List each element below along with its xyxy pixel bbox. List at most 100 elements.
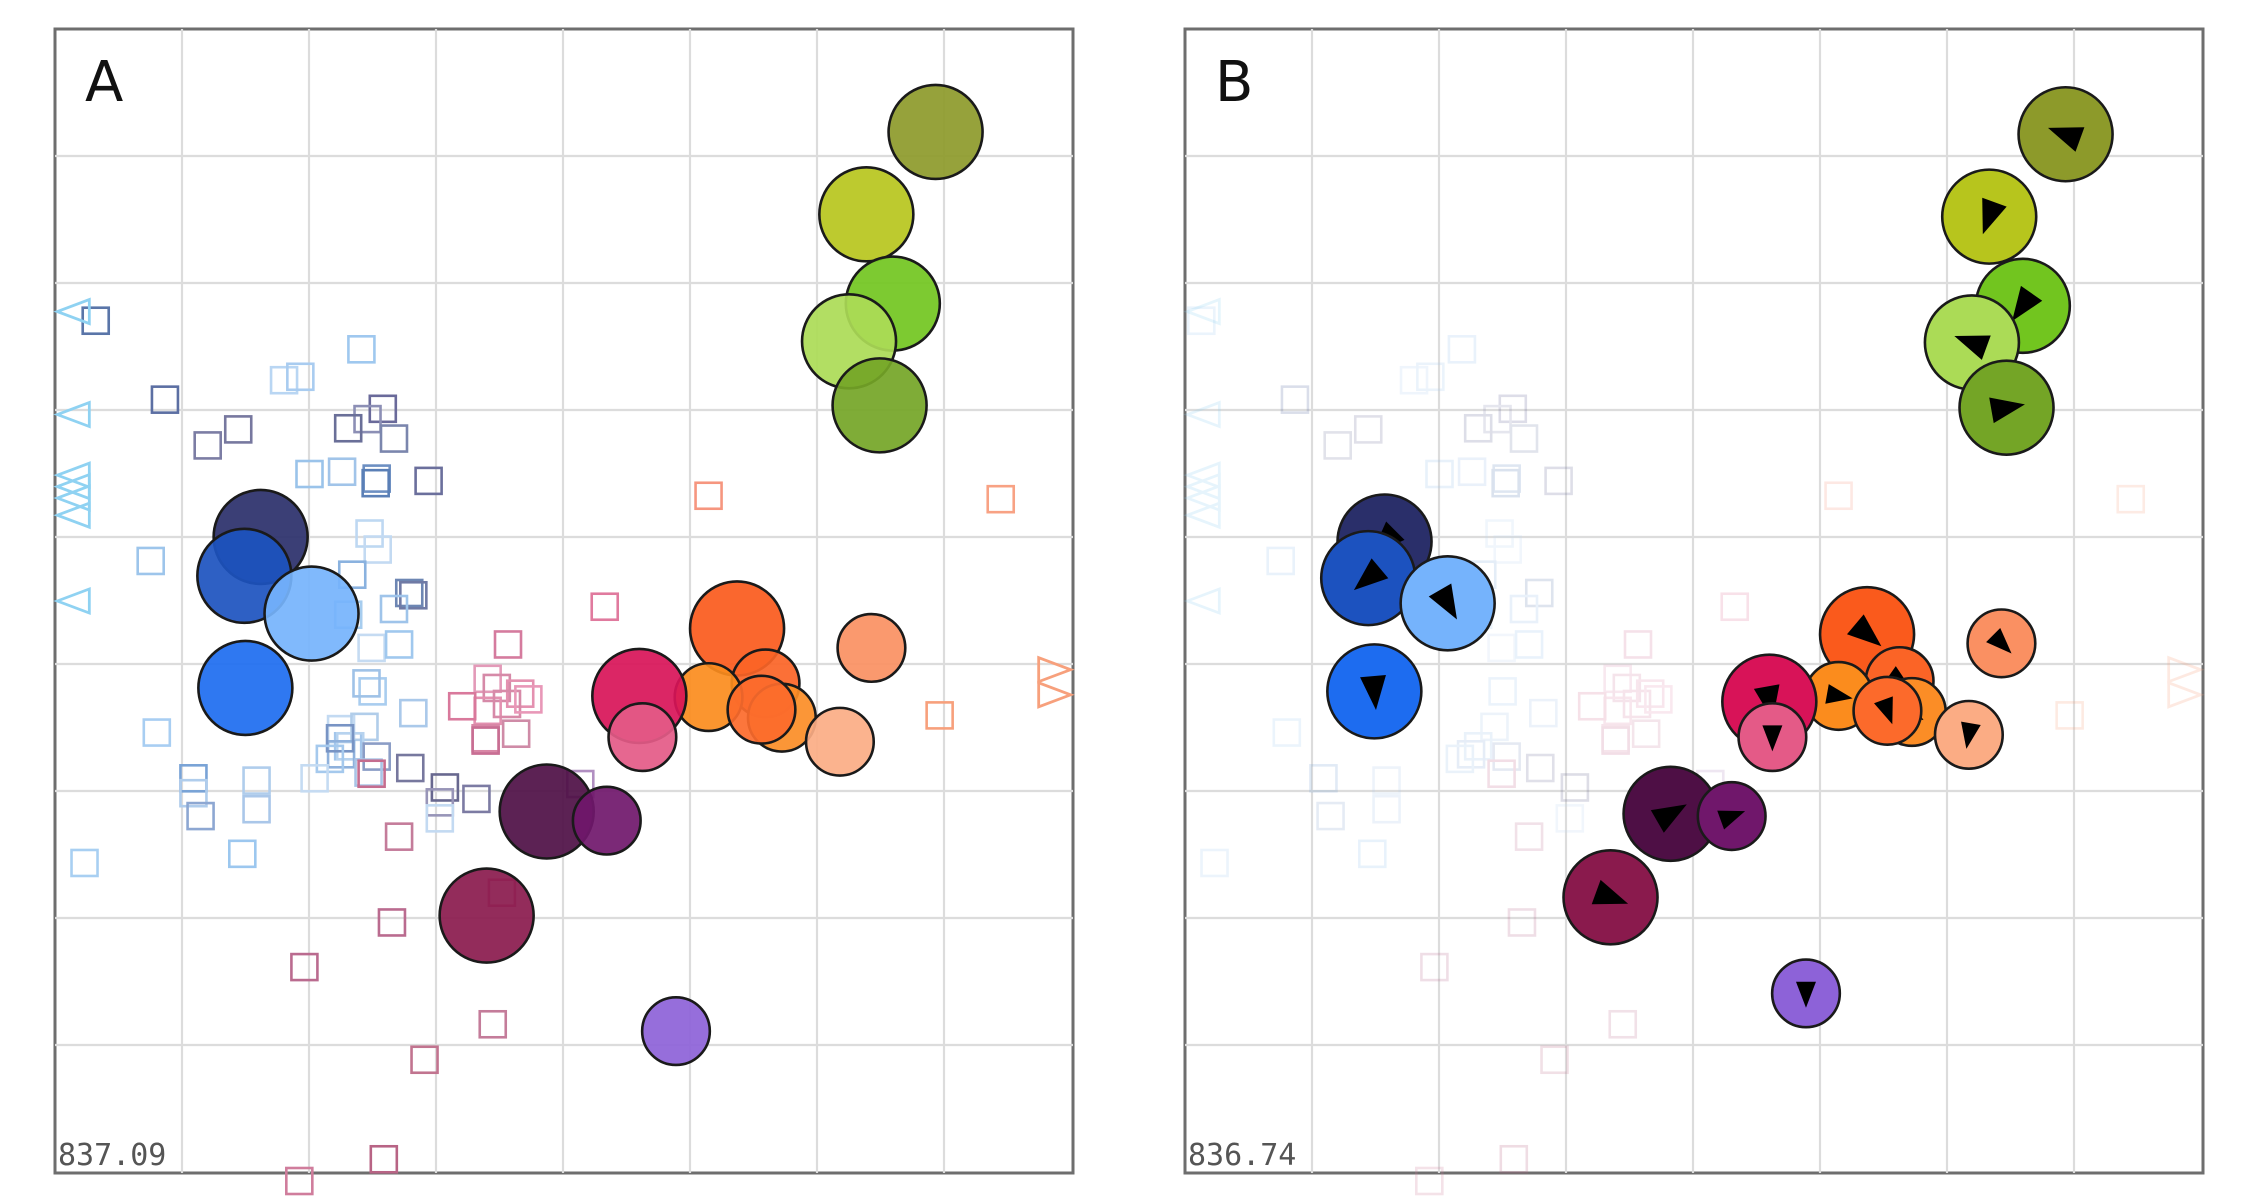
square-marker — [1635, 679, 1665, 708]
square-marker — [1425, 459, 1454, 489]
square-marker — [1824, 481, 1853, 511]
panel-a-grid — [55, 29, 1073, 1173]
direction-arrow-icon — [1591, 879, 1629, 905]
square-marker — [1608, 1009, 1638, 1039]
panel-a-letter: A — [85, 50, 123, 115]
square-marker — [1447, 335, 1477, 364]
square-marker — [1372, 766, 1401, 795]
node-circle — [263, 565, 360, 662]
square-marker — [290, 952, 319, 982]
triangle-marker — [53, 501, 91, 530]
square-marker — [1309, 764, 1338, 793]
direction-arrow-icon — [1650, 804, 1687, 833]
node-circle — [726, 674, 797, 745]
square-marker — [1372, 794, 1401, 824]
triangle-marker — [1183, 400, 1221, 429]
square-marker — [285, 1166, 314, 1196]
square-marker — [1485, 519, 1514, 548]
square-marker — [363, 535, 393, 564]
triangle-marker — [1183, 461, 1221, 490]
square-marker — [358, 677, 387, 706]
direction-arrow-icon — [2047, 127, 2085, 152]
square-marker — [1483, 404, 1512, 434]
square-marker — [327, 457, 357, 487]
square-marker — [410, 1045, 439, 1075]
square-marker — [493, 630, 523, 659]
node-circle — [818, 166, 915, 263]
triangle-marker — [2167, 655, 2205, 684]
triangle-marker — [1183, 586, 1221, 616]
square-marker — [471, 726, 500, 755]
square-marker — [1720, 592, 1750, 622]
square-marker — [1353, 415, 1383, 444]
square-marker — [1529, 698, 1558, 728]
square-marker — [1509, 594, 1539, 624]
square-marker — [347, 335, 376, 364]
square-marker — [223, 415, 253, 444]
node-circle — [607, 701, 678, 773]
panel-b-triangle-markers — [1183, 297, 2205, 709]
triangle-marker — [1183, 501, 1221, 530]
square-marker — [2055, 701, 2084, 730]
square-marker — [228, 839, 257, 869]
direction-arrow-icon — [1353, 558, 1389, 591]
square-marker — [1463, 731, 1493, 761]
direction-arrow-icon — [1874, 696, 1893, 725]
triangle-marker — [53, 297, 91, 326]
square-marker — [694, 481, 723, 511]
square-marker — [1603, 696, 1632, 726]
square-marker — [353, 404, 382, 434]
direction-arrow-icon — [1762, 725, 1783, 752]
square-marker — [1577, 691, 1607, 721]
square-marker — [1463, 413, 1493, 443]
square-marker — [379, 594, 409, 624]
panel-a: A 837.09 — [53, 27, 1075, 1196]
panel-b: B 836.74 — [1183, 27, 2205, 1196]
square-marker — [357, 633, 386, 663]
square-marker — [1457, 457, 1487, 487]
square-marker — [242, 794, 271, 824]
square-marker — [478, 1009, 508, 1039]
square-marker — [1420, 952, 1449, 982]
square-marker — [473, 664, 502, 694]
node-circle — [804, 706, 876, 777]
square-marker — [1623, 630, 1653, 659]
triangle-marker — [53, 400, 91, 429]
square-marker — [414, 466, 443, 496]
square-marker — [1507, 908, 1537, 937]
square-marker — [1514, 822, 1544, 851]
square-marker — [361, 468, 390, 498]
direction-arrow-icon — [1986, 627, 2012, 654]
square-marker — [193, 431, 222, 460]
square-marker — [384, 822, 414, 851]
square-marker — [1492, 742, 1521, 771]
panel-a-square-markers — [70, 306, 1016, 1196]
square-marker — [1601, 723, 1630, 753]
triangle-marker — [2167, 680, 2205, 709]
square-marker — [501, 719, 531, 749]
square-marker — [179, 778, 208, 808]
square-marker — [1323, 431, 1352, 460]
square-marker — [447, 691, 477, 721]
square-marker — [492, 689, 522, 719]
triangle-marker — [1183, 297, 1221, 326]
square-marker — [1415, 1166, 1444, 1196]
square-marker — [590, 592, 620, 622]
square-marker — [1524, 578, 1554, 608]
direction-arrow-icon — [1360, 675, 1386, 711]
panel-b-nodes — [1319, 85, 2114, 1029]
node-circle — [438, 867, 535, 964]
node-circle — [887, 83, 984, 181]
triangle-marker — [1037, 655, 1075, 684]
square-marker — [425, 804, 455, 833]
direction-arrow-icon — [1795, 981, 1816, 1008]
square-marker — [286, 362, 315, 392]
square-marker — [1499, 1144, 1529, 1174]
square-marker — [430, 773, 460, 802]
square-marker — [395, 753, 425, 783]
direction-arrow-icon — [1846, 614, 1882, 647]
square-marker — [369, 1144, 399, 1174]
square-marker — [1544, 466, 1573, 496]
square-marker — [362, 742, 391, 771]
square-marker — [1399, 365, 1429, 395]
